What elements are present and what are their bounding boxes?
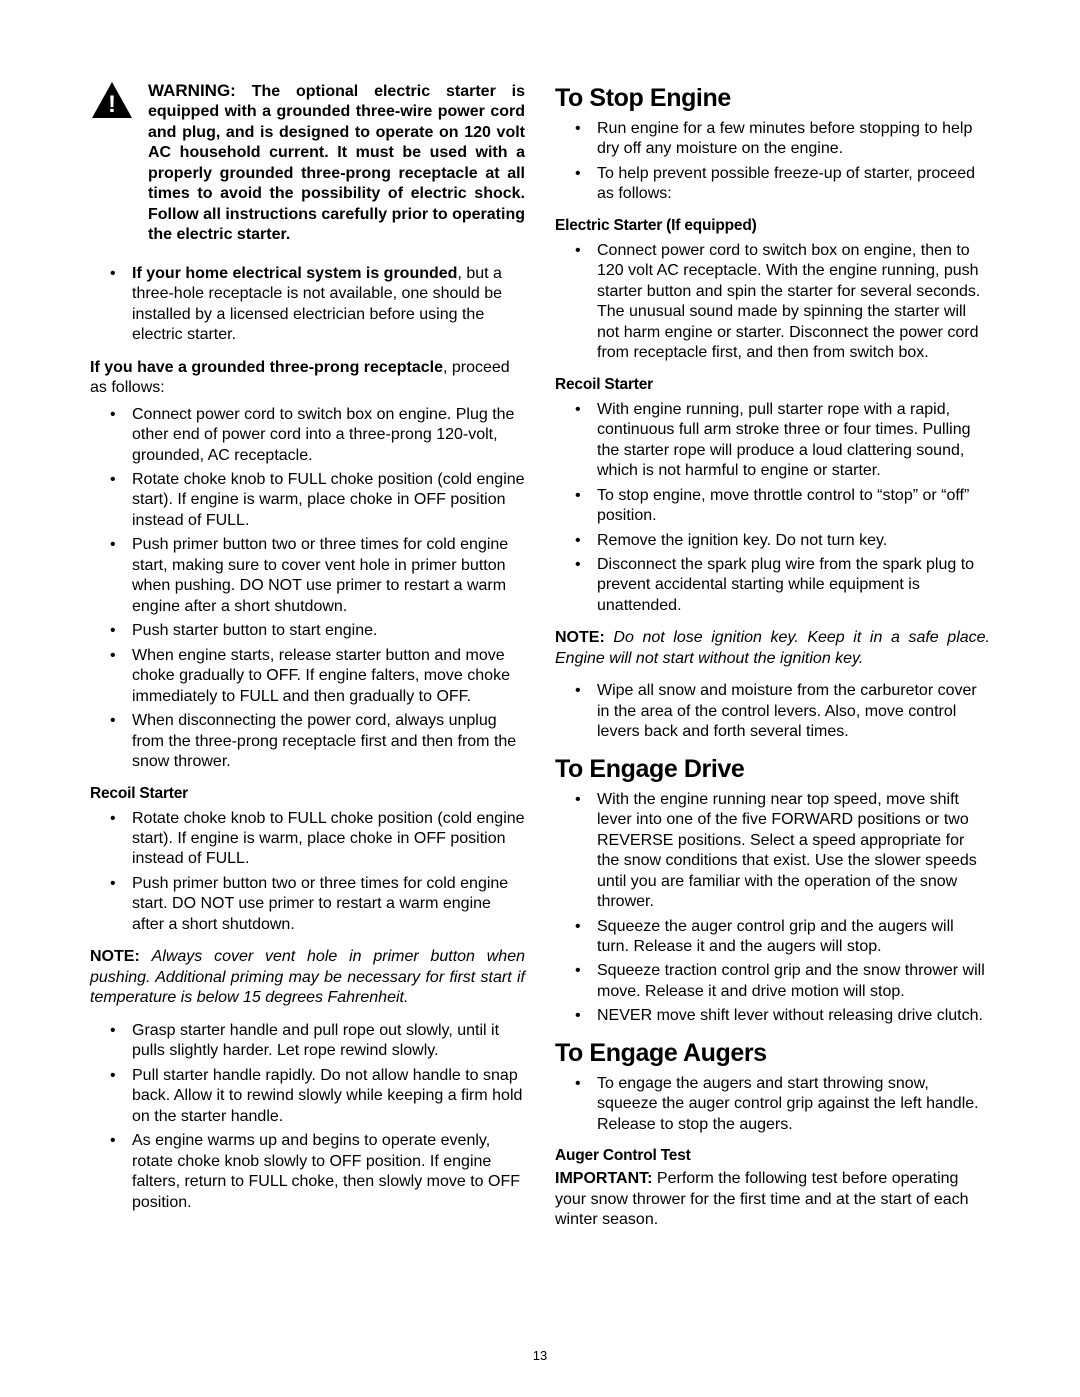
warning-body: The optional electric starter is equippe… <box>148 83 525 243</box>
list-item: Rotate choke knob to FULL choke position… <box>110 470 525 531</box>
engage-augers-steps: To engage the augers and start throwing … <box>555 1074 990 1135</box>
list-item: NEVER move shift lever without releasing… <box>575 1006 990 1026</box>
engage-augers-heading: To Engage Augers <box>555 1039 990 1068</box>
list-item: Connect power cord to switch box on engi… <box>575 241 990 364</box>
engage-drive-heading: To Engage Drive <box>555 755 990 784</box>
wipe-snow-steps: Wipe all snow and moisture from the carb… <box>555 681 990 742</box>
warning-lead: WARNING: <box>148 81 236 100</box>
left-column: ! WARNING: The optional electric starter… <box>90 80 525 1237</box>
warning-text: WARNING: The optional electric starter i… <box>148 80 525 246</box>
note-italic: Always cover vent hole in primer button … <box>90 948 525 1006</box>
recoil-starter-heading-right: Recoil Starter <box>555 376 990 394</box>
note-italic: Do not lose ignition key. Keep it in a s… <box>555 629 990 666</box>
recoil-starter-heading-left: Recoil Starter <box>90 785 525 803</box>
stop-engine-heading: To Stop Engine <box>555 84 990 113</box>
engage-drive-steps: With the engine running near top speed, … <box>555 790 990 1027</box>
list-item: With the engine running near top speed, … <box>575 790 990 913</box>
list-item: With engine running, pull starter rope w… <box>575 400 990 482</box>
list-item: Connect power cord to switch box on engi… <box>110 405 525 466</box>
note-ignition-key: NOTE: Do not lose ignition key. Keep it … <box>555 628 990 669</box>
list-item: As engine warms up and begins to operate… <box>110 1131 525 1213</box>
page-number: 13 <box>0 1348 1080 1363</box>
grounded-bold: If your home electrical system is ground… <box>132 265 457 282</box>
list-item: Rotate choke knob to FULL choke position… <box>110 809 525 870</box>
list-item: When disconnecting the power cord, alway… <box>110 711 525 772</box>
list-item: Squeeze the auger control grip and the a… <box>575 917 990 958</box>
list-item: Wipe all snow and moisture from the carb… <box>575 681 990 742</box>
receptacle-steps: Connect power cord to switch box on engi… <box>90 405 525 773</box>
after-note-steps: Grasp starter handle and pull rope out s… <box>90 1021 525 1213</box>
list-item: Remove the ignition key. Do not turn key… <box>575 531 990 551</box>
list-item: If your home electrical system is ground… <box>110 264 525 346</box>
receptacle-bold: If you have a grounded three-prong recep… <box>90 359 443 376</box>
list-item: To engage the augers and start throwing … <box>575 1074 990 1135</box>
receptacle-lead: If you have a grounded three-prong recep… <box>90 358 525 399</box>
important-paragraph: IMPORTANT: Perform the following test be… <box>555 1169 990 1230</box>
list-item: To help prevent possible freeze-up of st… <box>575 164 990 205</box>
recoil-steps-left: Rotate choke knob to FULL choke position… <box>90 809 525 936</box>
warning-block: ! WARNING: The optional electric starter… <box>90 80 525 246</box>
auger-control-test-heading: Auger Control Test <box>555 1147 990 1165</box>
list-item: Grasp starter handle and pull rope out s… <box>110 1021 525 1062</box>
recoil-steps-right: With engine running, pull starter rope w… <box>555 400 990 617</box>
important-lead: IMPORTANT: <box>555 1170 652 1187</box>
svg-text:!: ! <box>108 91 116 118</box>
list-item: Squeeze traction control grip and the sn… <box>575 961 990 1002</box>
list-item: When engine starts, release starter butt… <box>110 646 525 707</box>
right-column: To Stop Engine Run engine for a few minu… <box>555 80 990 1237</box>
note-lead: NOTE: <box>555 629 605 646</box>
list-item: Push starter button to start engine. <box>110 621 525 641</box>
stop-engine-steps: Run engine for a few minutes before stop… <box>555 119 990 205</box>
note-primer: NOTE: Always cover vent hole in primer b… <box>90 947 525 1008</box>
grounded-system-list: If your home electrical system is ground… <box>90 264 525 346</box>
list-item: Pull starter handle rapidly. Do not allo… <box>110 1066 525 1127</box>
list-item: Disconnect the spark plug wire from the … <box>575 555 990 616</box>
electric-starter-steps: Connect power cord to switch box on engi… <box>555 241 990 364</box>
electric-starter-heading: Electric Starter (If equipped) <box>555 217 990 235</box>
two-column-layout: ! WARNING: The optional electric starter… <box>90 80 990 1237</box>
list-item: Push primer button two or three times fo… <box>110 874 525 935</box>
list-item: Run engine for a few minutes before stop… <box>575 119 990 160</box>
note-lead: NOTE: <box>90 948 140 965</box>
list-item: Push primer button two or three times fo… <box>110 535 525 617</box>
warning-icon: ! <box>90 80 134 246</box>
list-item: To stop engine, move throttle control to… <box>575 486 990 527</box>
